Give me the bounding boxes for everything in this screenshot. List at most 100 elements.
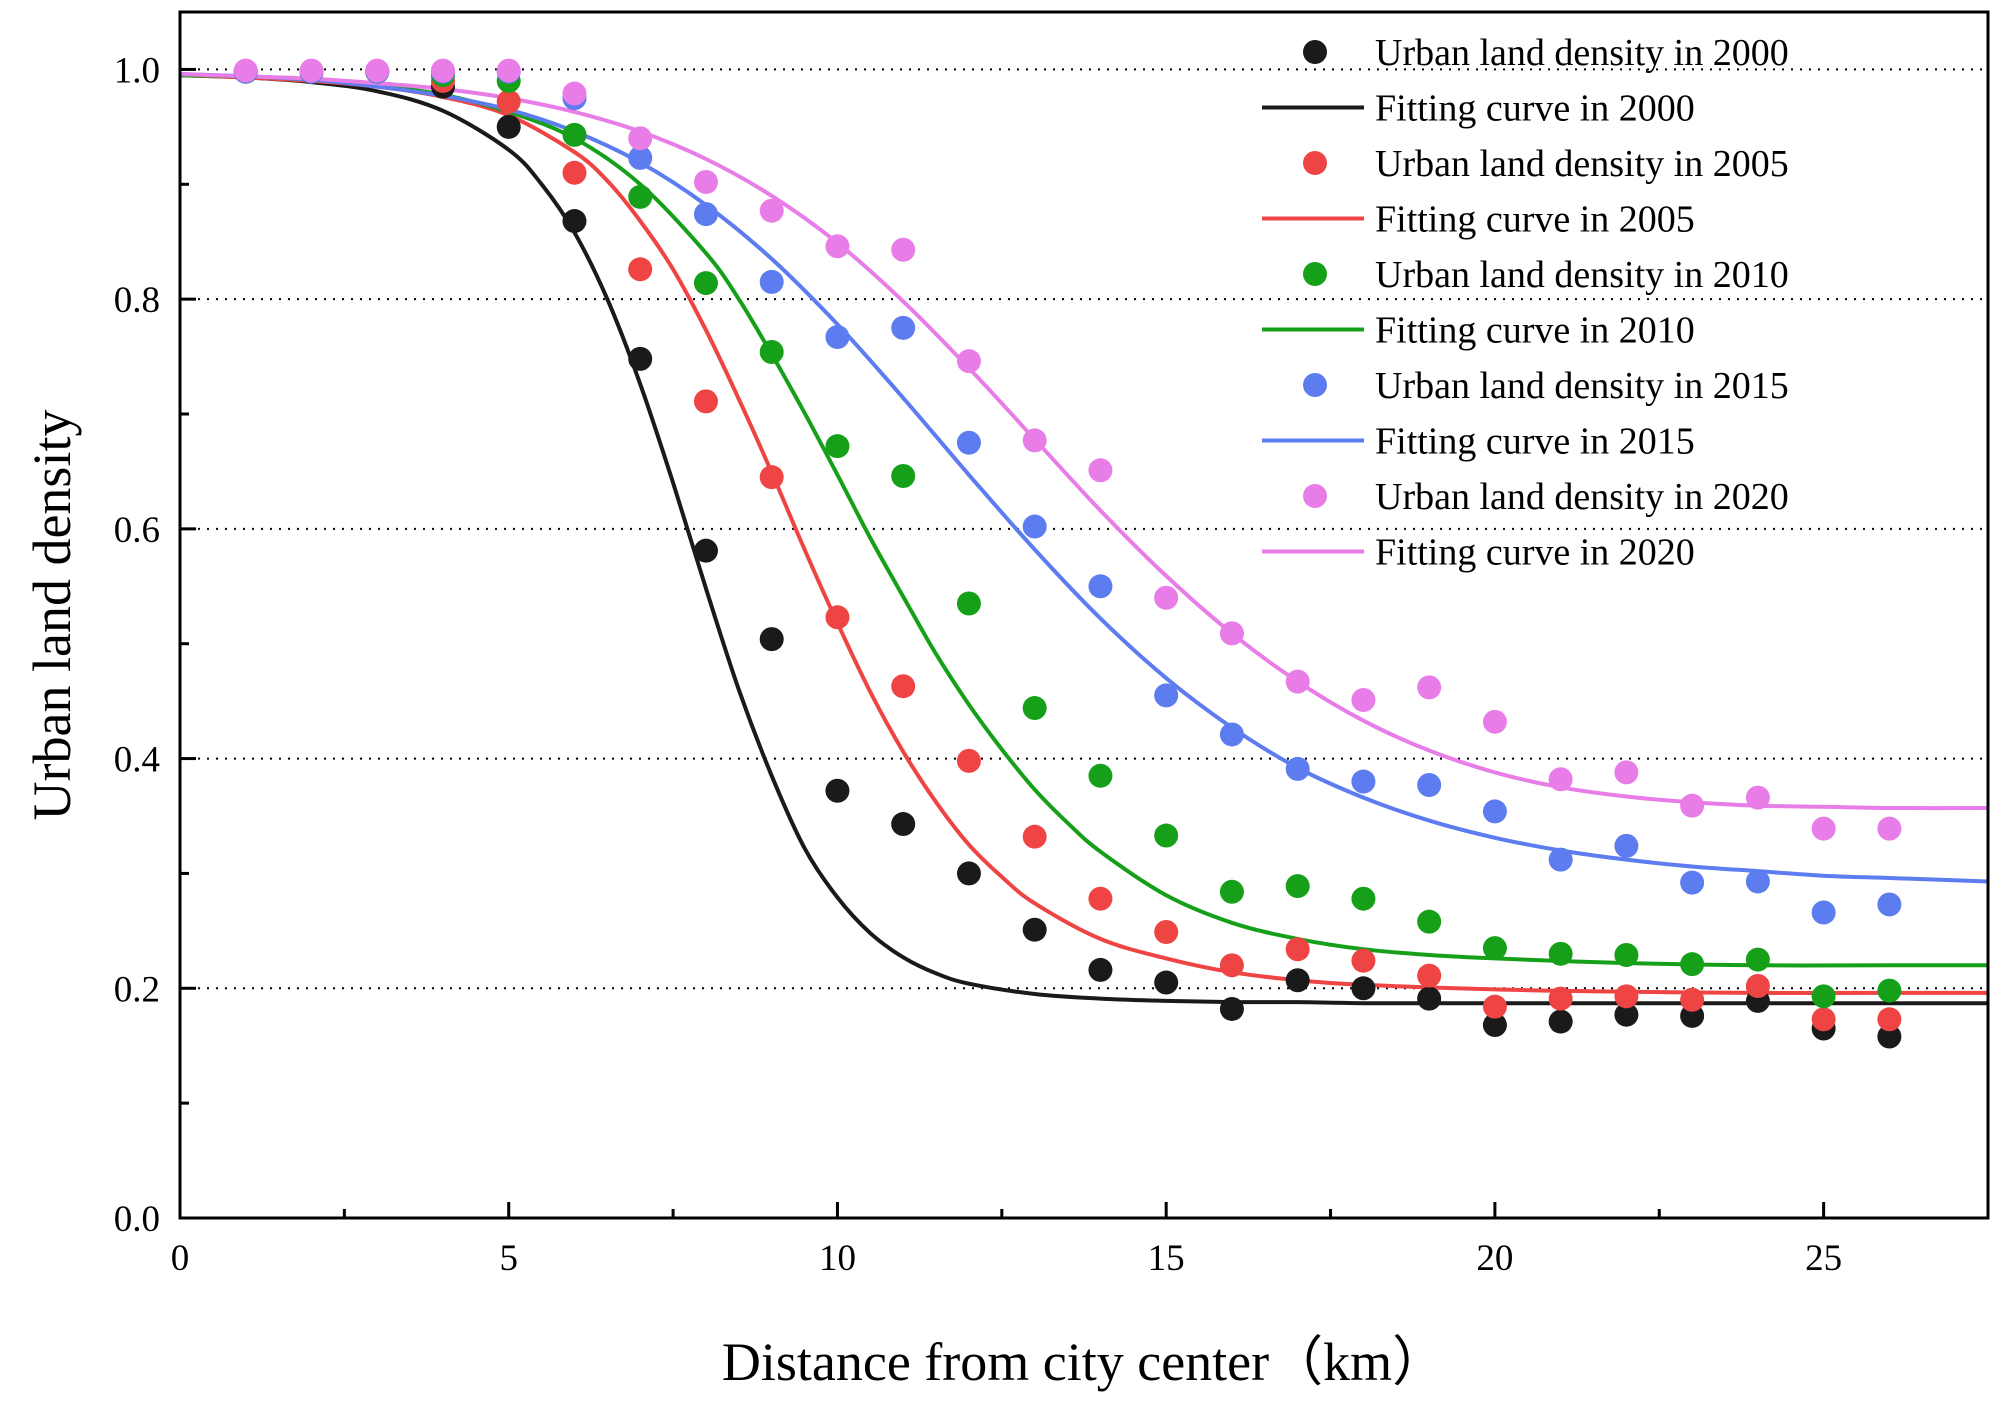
y-tick-label: 0.2	[114, 969, 160, 1010]
data-point-8	[1088, 458, 1113, 483]
data-point-4	[628, 184, 653, 209]
data-point-0	[1088, 957, 1113, 982]
data-point-8	[365, 58, 390, 83]
data-point-4	[1219, 879, 1244, 904]
data-point-8	[1154, 585, 1179, 610]
y-axis-title: Urban land density	[22, 410, 82, 821]
data-point-0	[1417, 986, 1442, 1011]
legend-marker	[1303, 40, 1327, 64]
data-point-2	[1417, 963, 1442, 988]
legend-marker	[1303, 262, 1327, 286]
data-point-8	[1417, 675, 1442, 700]
data-point-2	[1219, 953, 1244, 978]
data-point-8	[562, 81, 587, 106]
data-point-0	[1548, 1009, 1573, 1034]
data-point-2	[1154, 920, 1179, 945]
data-points	[233, 58, 1902, 1049]
data-point-2	[1680, 987, 1705, 1012]
data-point-4	[1351, 886, 1376, 911]
data-point-4	[1417, 909, 1442, 934]
data-point-6	[628, 145, 653, 170]
data-point-6	[1680, 870, 1705, 895]
data-point-8	[1022, 428, 1047, 453]
data-point-6	[1614, 833, 1639, 858]
data-point-0	[956, 861, 981, 886]
data-point-2	[1811, 1007, 1836, 1032]
data-point-8	[299, 58, 324, 83]
y-tick-label: 0.8	[114, 280, 160, 321]
data-point-2	[1351, 948, 1376, 973]
data-point-0	[1154, 970, 1179, 995]
data-point-2	[825, 605, 850, 630]
data-point-4	[1548, 941, 1573, 966]
data-point-4	[562, 122, 587, 147]
data-point-2	[956, 748, 981, 773]
data-point-0	[496, 114, 521, 139]
data-point-6	[956, 430, 981, 455]
data-point-6	[693, 202, 718, 227]
data-point-2	[562, 160, 587, 185]
data-point-8	[1877, 816, 1902, 841]
y-tick-label: 1.0	[114, 50, 160, 91]
axis-ticks	[178, 67, 1826, 1220]
data-point-6	[1285, 756, 1310, 781]
data-point-8	[1351, 687, 1376, 712]
legend-label: Urban land density in 2000	[1375, 32, 1789, 74]
data-point-0	[891, 812, 916, 837]
data-point-8	[1811, 816, 1836, 841]
data-point-8	[628, 126, 653, 151]
data-point-6	[1154, 683, 1179, 708]
data-point-2	[891, 674, 916, 699]
data-point-8	[693, 169, 718, 194]
data-point-0	[759, 627, 784, 652]
legend-label: Fitting curve in 2020	[1375, 532, 1695, 574]
data-point-6	[1219, 722, 1244, 747]
data-point-6	[1548, 847, 1573, 872]
data-point-4	[891, 464, 916, 489]
legend-label: Fitting curve in 2010	[1375, 310, 1695, 352]
x-tick-label: 15	[1148, 1238, 1185, 1279]
data-point-4	[1088, 763, 1113, 788]
data-point-4	[1482, 936, 1507, 961]
data-point-6	[1088, 574, 1113, 599]
data-point-2	[1548, 986, 1573, 1011]
data-point-2	[1482, 994, 1507, 1019]
data-point-0	[1614, 1002, 1639, 1027]
data-point-2	[1745, 973, 1770, 998]
data-point-0	[1482, 1013, 1507, 1038]
data-point-8	[825, 234, 850, 259]
plot-frame	[178, 10, 1990, 1220]
legend-marker	[1303, 484, 1327, 508]
data-point-2	[628, 257, 653, 282]
data-point-8	[1548, 767, 1573, 792]
data-point-4	[1745, 947, 1770, 972]
data-point-0	[1351, 976, 1376, 1001]
data-point-4	[693, 271, 718, 296]
data-point-2	[693, 389, 718, 414]
data-point-4	[956, 591, 981, 616]
data-point-6	[1745, 869, 1770, 894]
x-tick-label: 20	[1476, 1238, 1513, 1279]
data-point-6	[1877, 892, 1902, 917]
data-point-2	[496, 89, 521, 114]
data-point-0	[1022, 917, 1047, 942]
data-point-2	[1614, 984, 1639, 1009]
fit-curve-9	[179, 72, 1989, 811]
axis-tick-labels: 0 5 10 15 20 25 0.0 0.2 0.4 0.6 0.8 1.0	[114, 50, 1842, 1279]
fit-curve-7	[179, 72, 1989, 884]
data-point-0	[562, 209, 587, 234]
x-tick-label: 10	[819, 1238, 856, 1279]
data-point-2	[1022, 824, 1047, 849]
data-point-0	[1219, 996, 1244, 1021]
data-point-0	[1877, 1024, 1902, 1049]
legend-label: Fitting curve in 2015	[1375, 421, 1695, 463]
data-point-6	[1811, 900, 1836, 925]
y-tick-label: 0.6	[114, 510, 160, 551]
data-point-4	[1285, 874, 1310, 899]
fit-curve-1	[179, 73, 1988, 1006]
legend-label: Fitting curve in 2005	[1375, 199, 1695, 241]
y-tick-label: 0.4	[114, 740, 160, 781]
data-point-2	[1285, 937, 1310, 962]
